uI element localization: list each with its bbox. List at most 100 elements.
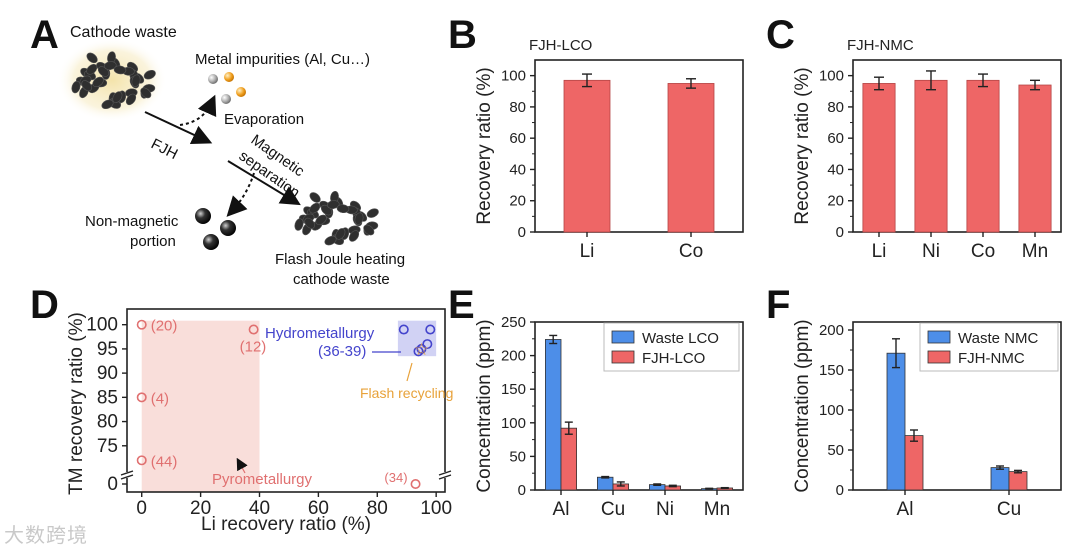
watermark: 大数跨境 bbox=[4, 523, 88, 547]
particle bbox=[304, 217, 315, 229]
y-tick-label: 0 bbox=[518, 224, 526, 241]
point-pyro bbox=[410, 478, 421, 489]
particle bbox=[309, 192, 321, 203]
non-magnetic-particle bbox=[195, 208, 211, 224]
bar-ni bbox=[914, 79, 948, 233]
particle bbox=[104, 61, 117, 70]
y-tick-label: 0 bbox=[836, 224, 844, 241]
evaporation-label: Evaporation bbox=[224, 111, 304, 128]
point-hydro bbox=[398, 324, 409, 335]
y-axis-label: TM recovery ratio (%) bbox=[66, 312, 87, 495]
y-axis-label: Concentration (ppm) bbox=[792, 319, 813, 492]
point-flash-star: ☆ bbox=[414, 340, 429, 359]
y-tick-label: 100 bbox=[819, 402, 844, 419]
particle bbox=[86, 52, 98, 64]
y-tick-label: 250 bbox=[501, 314, 526, 331]
y-tick-label: 200 bbox=[819, 322, 844, 339]
chart-c-recovery-nmc: 0 20 40 60 80 100 Recovery ratio (%) FJH-NMC Li N… bbox=[792, 37, 1062, 262]
flash-arrow bbox=[406, 362, 413, 382]
x-tick-label: Cu bbox=[997, 499, 1021, 520]
legend-label: Waste LCO bbox=[642, 330, 719, 347]
y-tick-label: 75 bbox=[97, 436, 118, 457]
flash-label-2: cathode waste bbox=[293, 271, 390, 288]
impurity-particle bbox=[236, 87, 246, 97]
x-tick-label: 80 bbox=[367, 498, 388, 519]
y-tick-label: 95 bbox=[97, 339, 118, 360]
y-tick-label: 150 bbox=[501, 381, 526, 398]
particle bbox=[354, 212, 364, 225]
fjh-label: FJH bbox=[148, 135, 180, 163]
chart-e-concentration-lco: 0 50 100 150 200 250 Concentration (ppm) Al Cu Ni… bbox=[474, 314, 744, 520]
y-tick-label: 200 bbox=[501, 348, 526, 365]
x-tick-label: Mn bbox=[1022, 241, 1048, 262]
y-tick-label: 0 bbox=[518, 482, 526, 499]
panel-label-e: E bbox=[448, 283, 475, 327]
bar-li bbox=[563, 79, 611, 233]
axis-break-gap bbox=[121, 472, 133, 478]
x-tick-label: Al bbox=[897, 499, 914, 520]
particle bbox=[131, 74, 141, 87]
point-label: (4) bbox=[151, 390, 169, 407]
x-tick-label: Mn bbox=[704, 499, 730, 520]
x-tick-label: Cu bbox=[601, 499, 625, 520]
x-tick-label: 60 bbox=[308, 498, 329, 519]
axis-break bbox=[438, 470, 452, 476]
y-tick-label: 0 bbox=[107, 474, 118, 495]
bar-co bbox=[966, 79, 1000, 233]
impurity-particle bbox=[208, 74, 218, 84]
y-tick-label: 0 bbox=[836, 482, 844, 499]
bar-waste-lco-cu bbox=[597, 476, 614, 491]
bar-mn bbox=[1018, 84, 1052, 233]
particle bbox=[335, 228, 346, 240]
axis-break bbox=[120, 474, 134, 480]
point-hydro bbox=[425, 324, 436, 335]
label-hydro-refs: (36-39) bbox=[318, 343, 366, 360]
y-tick-label: 80 bbox=[509, 99, 526, 116]
x-tick-label: Ni bbox=[922, 241, 940, 262]
non-magnetic-label-2: portion bbox=[130, 233, 176, 250]
y-tick-label: 20 bbox=[827, 193, 844, 210]
point-label: (44) bbox=[151, 453, 178, 470]
label-pyrometallurgy: Pyrometallurgy bbox=[212, 471, 313, 488]
y-tick-label: 80 bbox=[97, 412, 118, 433]
chart-b-recovery-lco: 0 20 40 60 80 100 Recovery ratio (%) FJH-LCO Li C… bbox=[474, 37, 744, 262]
cathode-waste-label: Cathode waste bbox=[70, 24, 177, 41]
legend: Waste LCO FJH-LCO bbox=[603, 322, 740, 372]
panel-label-a: A bbox=[30, 13, 59, 57]
x-tick-label: 0 bbox=[136, 498, 147, 519]
x-tick-label: Co bbox=[679, 241, 703, 262]
axis-break-gap bbox=[439, 472, 451, 478]
non-magnetic-arrow bbox=[226, 172, 255, 217]
impurity-particle bbox=[221, 94, 231, 104]
fjh-cathode-particles bbox=[294, 190, 379, 246]
plot-frame bbox=[534, 59, 744, 233]
point-label: (20) bbox=[151, 318, 178, 335]
particle bbox=[366, 208, 379, 218]
particle bbox=[327, 200, 340, 209]
panel-label-c: C bbox=[766, 13, 795, 57]
point-hydro bbox=[422, 339, 433, 350]
plot-frame bbox=[126, 308, 446, 493]
particle bbox=[92, 76, 104, 88]
particle bbox=[348, 230, 360, 242]
point-hydro bbox=[413, 346, 424, 357]
separation-arrow bbox=[227, 160, 301, 206]
point-pyro bbox=[248, 324, 259, 335]
legend-swatch bbox=[927, 350, 951, 364]
axis-break bbox=[438, 474, 452, 480]
bar-waste-nmc-cu bbox=[990, 467, 1010, 491]
particle bbox=[101, 99, 114, 110]
label-hydrometallurgy: Hydrometallurgy bbox=[265, 325, 375, 342]
legend-swatch bbox=[611, 350, 635, 364]
point-pyro bbox=[136, 455, 147, 466]
non-magnetic-particle bbox=[203, 234, 219, 250]
x-axis-label: Li recovery ratio (%) bbox=[201, 514, 371, 535]
bar-li bbox=[862, 83, 896, 233]
bar-waste-lco-al bbox=[545, 339, 562, 491]
y-tick-label: 40 bbox=[827, 161, 844, 178]
label-flash-recycling: Flash recycling bbox=[360, 385, 453, 401]
y-tick-label: 100 bbox=[501, 68, 526, 85]
fjh-arrow bbox=[144, 111, 213, 144]
y-tick-label: 100 bbox=[86, 315, 118, 336]
